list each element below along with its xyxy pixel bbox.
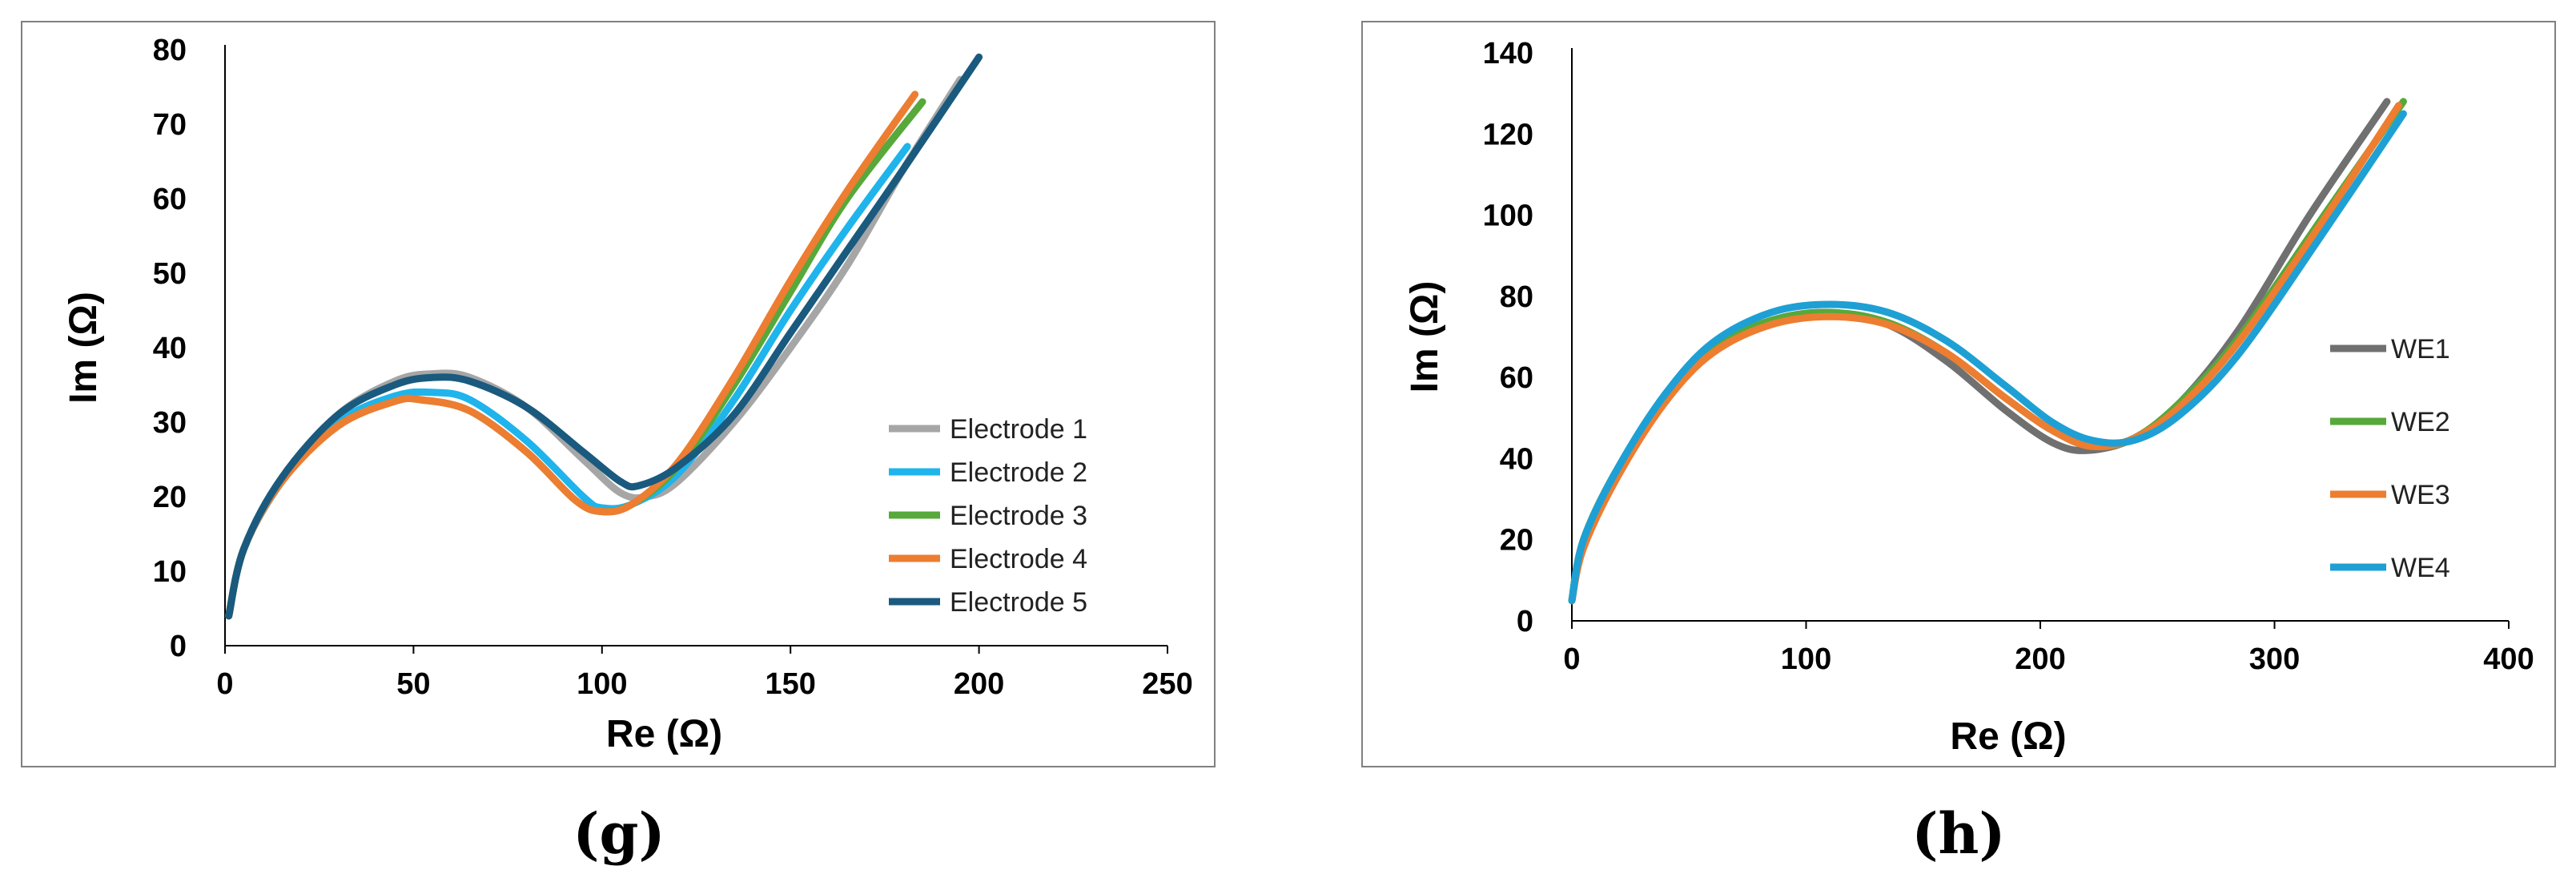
caption-g: (g) [573, 800, 665, 867]
chart-h-legend-label-3: WE3 [2391, 480, 2450, 510]
chart-g-x-axis-title: Re (Ω) [606, 713, 722, 755]
chart-h-x-axis-title: Re (Ω) [1950, 715, 2066, 758]
chart-h-legend-label-2: WE2 [2391, 407, 2450, 437]
chart-g-legend-label-2: Electrode 2 [950, 457, 1087, 488]
chart-h-x-tick-label: 300 [2249, 642, 2300, 676]
chart-g-legend-label-5: Electrode 5 [950, 587, 1087, 618]
chart-h-frame [1361, 21, 2556, 767]
chart-h-y-tick-label: 0 [1517, 605, 1533, 638]
chart-h-legend-label-1: WE1 [2391, 334, 2450, 364]
chart-g-x-tick-label: 50 [396, 667, 430, 701]
chart-g-x-tick-label: 150 [765, 667, 815, 701]
chart-h-y-tick-label: 40 [1500, 442, 1533, 476]
chart-g-y-tick-label: 70 [153, 108, 187, 142]
chart-h-y-tick-label: 100 [1483, 199, 1533, 233]
chart-h-legend-label-4: WE4 [2391, 553, 2450, 583]
chart-h-series-4-line [1568, 110, 2407, 605]
chart-g-x-tick-label: 100 [577, 667, 627, 701]
chart-h-y-axis-title: Im (Ω) [1404, 281, 1446, 393]
chart-g: 0 50 100 150 200 250 0 10 20 30 40 50 60 70 80 Re (Ω) Im… [62, 34, 1193, 755]
chart-h-x-tick-label: 100 [1781, 642, 1831, 676]
chart-g-y-tick-label: 40 [153, 332, 187, 365]
chart-h-y-tick-label: 80 [1500, 280, 1533, 314]
chart-g-legend-label-4: Electrode 4 [950, 544, 1087, 574]
chart-g-y-tick-label: 50 [153, 257, 187, 291]
chart-h-x-tick-label: 400 [2483, 642, 2534, 676]
chart-g-series-4-line [225, 91, 919, 620]
chart-g-y-tick-label: 30 [153, 406, 187, 440]
chart-h: 0 100 200 300 400 0 20 40 60 80 100 120 140 Re (Ω) Im … [1404, 37, 2534, 758]
chart-h-y-tick-label: 60 [1500, 361, 1533, 395]
chart-g-x-tick-label: 200 [954, 667, 1004, 701]
chart-g-legend-label-3: Electrode 3 [950, 501, 1087, 531]
chart-h-x-tick-label: 200 [2015, 642, 2065, 676]
chart-h-x-tick-label: 0 [1563, 642, 1580, 676]
chart-g-frame [21, 21, 1216, 767]
chart-g-y-axis-title: Im (Ω) [62, 292, 105, 404]
chart-g-y-tick-label: 20 [153, 481, 187, 514]
chart-g-y-tick-label: 80 [153, 34, 187, 67]
chart-g-legend-label-1: Electrode 1 [950, 414, 1087, 445]
caption-h: (h) [1911, 800, 2005, 867]
chart-g-y-tick-label: 60 [153, 183, 187, 216]
chart-h-series-3-line [1568, 102, 2402, 605]
chart-g-series-5-line [225, 53, 983, 620]
chart-g-y-tick-label: 0 [170, 630, 187, 663]
chart-g-x-tick-label: 0 [216, 667, 233, 701]
chart-g-x-tick-label: 250 [1142, 667, 1192, 701]
chart-g-y-tick-label: 10 [153, 555, 187, 589]
chart-h-y-tick-label: 120 [1483, 118, 1533, 151]
chart-h-y-tick-label: 140 [1483, 37, 1533, 70]
chart-h-y-tick-label: 20 [1500, 524, 1533, 558]
